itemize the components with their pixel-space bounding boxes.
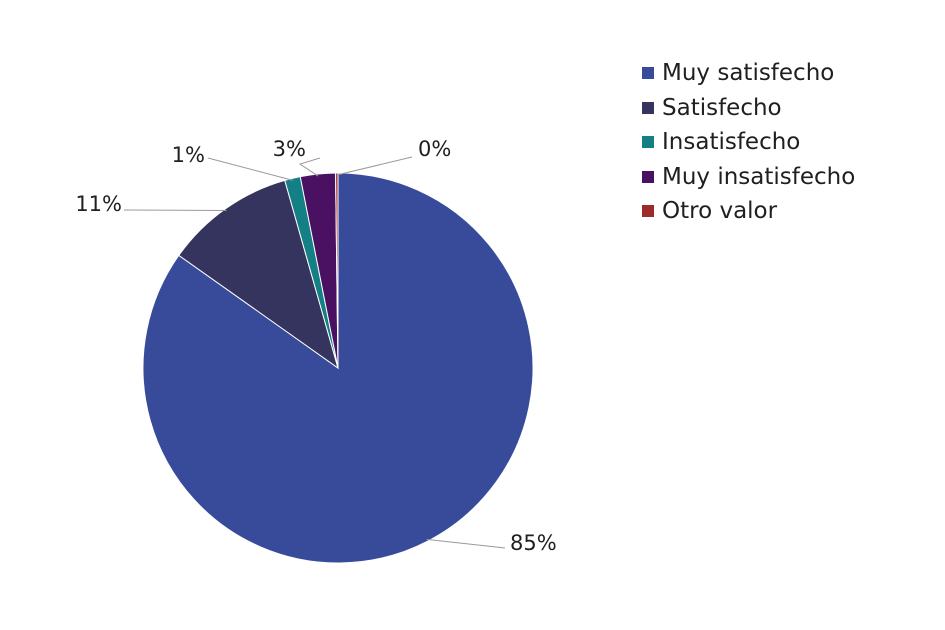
legend-label-muy-insatisfecho: Muy insatisfecho [662, 163, 856, 190]
legend-item-muy-insatisfecho: Muy insatisfecho [642, 160, 855, 195]
legend-swatch-muy-insatisfecho [642, 170, 654, 183]
leader-lines [123, 156, 506, 549]
pie-slices [142, 172, 534, 564]
legend-item-muy-satisfecho: Muy satisfecho [642, 56, 855, 91]
leader-line-otro-valor [336, 156, 413, 176]
legend-label-otro-valor: Otro valor [662, 198, 778, 225]
legend-swatch-otro-valor [642, 205, 654, 218]
legend-item-insatisfecho: Insatisfecho [642, 125, 855, 160]
leader-line-muy-insatisfecho [298, 157, 321, 177]
pie-slice-otro-valor [335, 172, 339, 369]
data-label-otro-valor: 0% [418, 137, 451, 161]
legend-swatch-insatisfecho [642, 136, 654, 149]
data-label-muy-satisfecho: 85% [510, 531, 557, 555]
legend-item-satisfecho: Satisfecho [642, 91, 855, 126]
legend-label-muy-satisfecho: Muy satisfecho [662, 60, 835, 87]
legend-swatch-satisfecho [642, 101, 654, 114]
data-label-satisfecho: 11% [75, 192, 122, 216]
data-label-muy-insatisfecho: 3% [273, 137, 306, 161]
legend-label-insatisfecho: Insatisfecho [662, 129, 801, 156]
legend-label-satisfecho: Satisfecho [662, 94, 782, 121]
leader-line-muy-satisfecho [426, 538, 506, 549]
legend-swatch-muy-satisfecho [642, 67, 654, 80]
data-labels: 85% 11% 1% 3% 0% [75, 137, 556, 555]
legend-item-otro-valor: Otro valor [642, 194, 855, 229]
legend: Muy satisfecho Satisfecho Insatisfecho M… [642, 56, 855, 229]
pie-slice-satisfecho [178, 179, 339, 370]
leader-line-insatisfecho [207, 157, 294, 181]
data-label-insatisfecho: 1% [172, 143, 205, 167]
